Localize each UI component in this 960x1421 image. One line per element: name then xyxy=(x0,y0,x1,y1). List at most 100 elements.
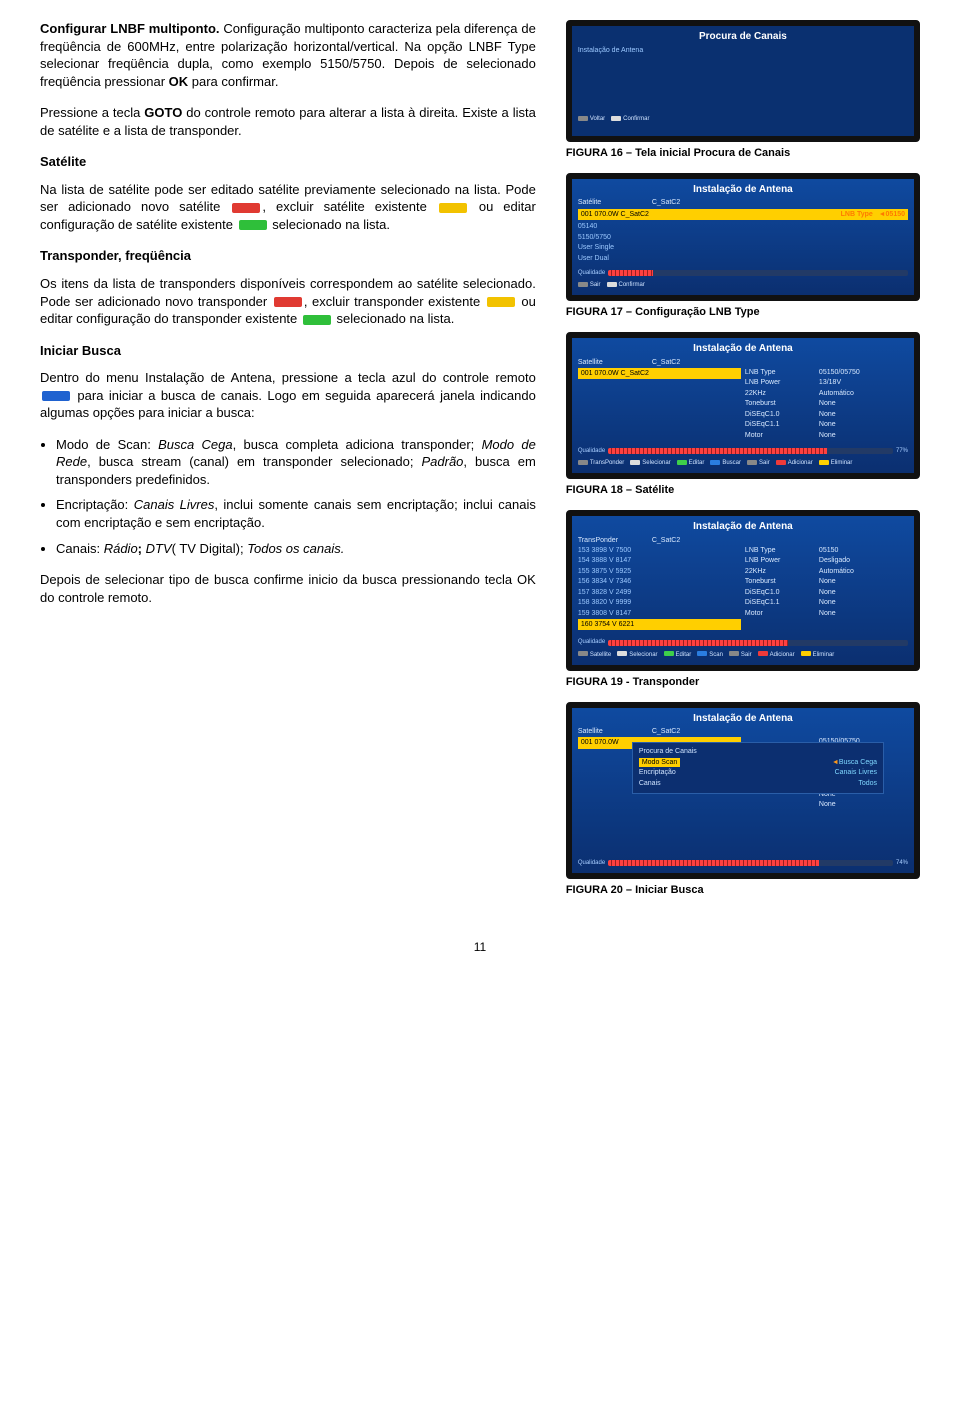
text: Modo de Scan: xyxy=(56,437,158,452)
tv-footer-item: Confirmar xyxy=(607,281,645,289)
list-item: Encriptação: Canais Livres, inclui somen… xyxy=(56,496,536,531)
quality-pct: 74% xyxy=(896,859,908,867)
tv-option: 05140 xyxy=(578,222,908,231)
tv-option: User Single xyxy=(578,243,908,252)
caption-17: FIGURA 17 – Configuração LNB Type xyxy=(566,305,920,320)
text: , busca completa adiciona transponder; xyxy=(233,437,482,452)
tv-footer-item: Confirmar xyxy=(611,115,649,123)
popup-row: EncriptaçãoCanais Livres xyxy=(639,768,877,777)
tv-setting-row: MotorNone xyxy=(745,431,908,440)
tv-footer-item: Selecionar xyxy=(617,651,657,659)
ok-word: OK xyxy=(169,74,189,89)
caption-20: FIGURA 20 – Iniciar Busca xyxy=(566,883,920,898)
tv-footer-item: Sair xyxy=(729,651,752,659)
tv-footer-item: Voltar xyxy=(578,115,605,123)
heading-config-lnbf: Configurar LNBF multiponto. xyxy=(40,21,220,36)
value: C_SatC2 xyxy=(652,727,680,736)
heading-satelite: Satélite xyxy=(40,153,536,171)
tv-footer-item: Editar xyxy=(664,651,692,659)
tv-title: Instalação de Antena xyxy=(578,712,908,726)
chip-blue-icon xyxy=(42,391,70,401)
tv-footer-item: Sair xyxy=(747,459,770,467)
tv-option: 5150/5750 xyxy=(578,233,908,242)
para-transponder: Os itens da lista de transponders dispon… xyxy=(40,275,536,328)
label: Satélite xyxy=(578,198,646,207)
label: Satellite xyxy=(578,727,646,736)
value: C_SatC2 xyxy=(652,198,680,207)
sel-label: LNB Type xyxy=(841,211,873,218)
tv-footer-item: Scan xyxy=(697,651,723,659)
tv-footer-item: TransPonder xyxy=(578,459,624,467)
tv-footer-item: Adicionar xyxy=(758,651,795,659)
text: Pressione a tecla xyxy=(40,105,144,120)
text: para iniciar a busca de canais. Logo em … xyxy=(40,388,536,421)
sel-left: 001 070.0W C_SatC2 xyxy=(581,211,649,218)
label: Satellite xyxy=(578,358,646,367)
text: , busca stream (canal) em transponder se… xyxy=(87,454,421,469)
heading-transponder: Transponder, freqüência xyxy=(40,247,536,265)
tv-footer-item: Buscar xyxy=(710,459,741,467)
page-two-column: Configurar LNBF multiponto. Configuração… xyxy=(40,20,920,909)
goto-word: GOTO xyxy=(144,105,182,120)
italic: Canais Livres xyxy=(134,497,215,512)
sel-val: 05150 xyxy=(886,211,905,218)
popup-row: Modo Scan◄Busca Cega xyxy=(639,758,877,767)
tv-list-item: 157 3828 V 2499 xyxy=(578,588,741,597)
chip-green-icon xyxy=(303,315,331,325)
tv-list-item: 158 3820 V 9999 xyxy=(578,598,741,607)
tv-setting-row: ToneburstNone xyxy=(745,577,908,586)
chip-yellow-icon xyxy=(439,203,467,213)
tv-setting-row: None xyxy=(745,800,908,809)
left-column: Configurar LNBF multiponto. Configuração… xyxy=(40,20,536,909)
quality-bar xyxy=(608,640,788,646)
quality-label: Qualidade xyxy=(578,269,605,277)
quality-pct: 77% xyxy=(896,447,908,455)
popup-row: CanaisTodos xyxy=(639,779,877,788)
caption-19: FIGURA 19 - Transponder xyxy=(566,675,920,690)
list-item: Canais: Rádio; DTV( TV Digital); Todos o… xyxy=(56,540,536,558)
text: Encriptação: xyxy=(56,497,134,512)
tv-setting-row: DiSEqC1.1None xyxy=(745,420,908,429)
italic: Rádio xyxy=(104,541,138,556)
tv-setting-row: 22KHzAutomático xyxy=(745,567,908,576)
quality-label: Qualidade xyxy=(578,638,605,646)
text: ( TV Digital); xyxy=(172,541,248,556)
para-iniciar-1: Dentro do menu Instalação de Antena, pre… xyxy=(40,369,536,422)
quality-label: Qualidade xyxy=(578,859,605,867)
quality-label: Qualidade xyxy=(578,447,605,455)
figure-16-screenshot: Procura de Canais Instalação de Antena V… xyxy=(566,20,920,142)
tv-list-item: 159 3808 V 8147 xyxy=(578,609,741,618)
tv-setting-row: LNB Type05150/05750 xyxy=(745,368,908,377)
para-goto: [object Object] Pressione a tecla GOTO d… xyxy=(40,104,536,139)
text: , excluir transponder existente xyxy=(304,294,485,309)
right-column: Procura de Canais Instalação de Antena V… xyxy=(566,20,920,909)
text: selecionado na lista. xyxy=(269,217,390,232)
list-item: Modo de Scan: Busca Cega, busca completa… xyxy=(56,436,536,489)
caption-18: FIGURA 18 – Satélite xyxy=(566,483,920,498)
bullet-list: Modo de Scan: Busca Cega, busca completa… xyxy=(56,436,536,557)
page-number: 11 xyxy=(40,939,920,955)
tv-setting-row: DiSEqC1.0None xyxy=(745,410,908,419)
tv-setting-row: ToneburstNone xyxy=(745,399,908,408)
value: C_SatC2 xyxy=(652,358,680,367)
tv-footer-item: Selecionar xyxy=(630,459,670,467)
chip-yellow-icon xyxy=(487,297,515,307)
tv-footer-item: Adicionar xyxy=(776,459,813,467)
selected-row: 160 3754 V 6221 xyxy=(578,619,741,630)
tv-setting-row: 22KHzAutomático xyxy=(745,389,908,398)
italic: Padrão xyxy=(421,454,463,469)
caption-16: FIGURA 16 – Tela inicial Procura de Cana… xyxy=(566,146,920,161)
para-iniciar-2: Depois de selecionar tipo de busca confi… xyxy=(40,571,536,606)
popup-procura: Procura de Canais Modo Scan◄Busca CegaEn… xyxy=(632,742,884,795)
para-satelite: Na lista de satélite pode ser editado sa… xyxy=(40,181,536,234)
tv-option: User Dual xyxy=(578,254,908,263)
tv-setting-row: LNB Type05150 xyxy=(745,546,908,555)
selected-row: 001 070.0W C_SatC2 xyxy=(578,368,741,379)
figure-19-screenshot: Instalação de Antena TransPonderC_SatC2 … xyxy=(566,510,920,671)
tv-title: Procura de Canais xyxy=(578,30,908,44)
text: ; xyxy=(138,541,146,556)
tv-setting-row: LNB PowerDesligado xyxy=(745,556,908,565)
label: TransPonder xyxy=(578,536,646,545)
chip-green-icon xyxy=(239,220,267,230)
quality-bar xyxy=(608,448,827,454)
